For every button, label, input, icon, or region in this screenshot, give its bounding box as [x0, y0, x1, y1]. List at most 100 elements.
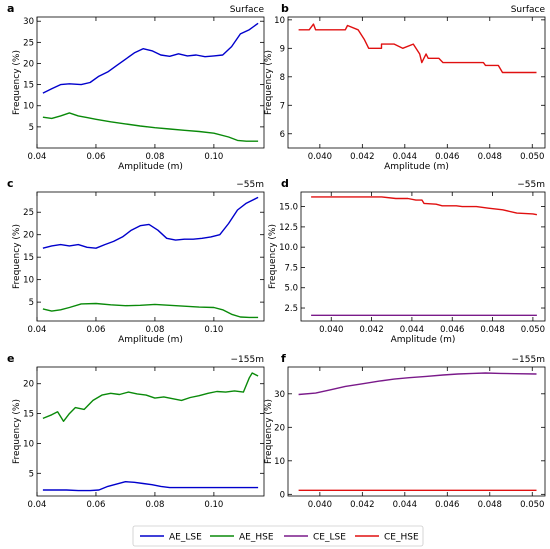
axes-frame-f	[287, 366, 546, 497]
y-tick-label: 5	[29, 298, 34, 308]
x-tick-label: 0.042	[350, 500, 374, 510]
x-tick-label: 0.044	[393, 152, 417, 162]
y-axis-label: Frequency (%)	[264, 50, 274, 115]
x-tick-label: 0.06	[86, 500, 105, 510]
y-tick-label: 6	[280, 130, 285, 140]
y-tick-label: 0	[280, 490, 285, 500]
y-tick-label: 25	[23, 208, 34, 218]
depth-label: −55m	[236, 180, 264, 190]
y-axis-label: Frequency (%)	[12, 399, 22, 464]
x-tick-label: 0.040	[308, 500, 332, 510]
x-tick-label: 0.040	[308, 152, 332, 162]
legend-label: AE_HSE	[239, 533, 274, 543]
y-tick-label: 15	[23, 410, 34, 420]
depth-label: Surface	[230, 5, 265, 15]
x-tick-label: 0.044	[400, 325, 424, 335]
x-tick-label: 0.042	[359, 325, 383, 335]
panel-letter: d	[281, 177, 289, 190]
legend-label: AE_LSE	[169, 533, 202, 543]
depth-label: −155m	[512, 355, 546, 365]
y-tick-label: 9	[280, 44, 285, 54]
x-tick-label: 0.046	[435, 152, 459, 162]
series-line-b-ce_hse	[298, 23, 537, 74]
x-axis-label: Amplitude (m)	[118, 335, 183, 345]
panel-a: 0.04 0.06 0.08 0.10 5 10 15 20 25 30 Amplitude (m)…	[7, 2, 264, 172]
legend-frame	[132, 525, 424, 547]
y-tick-label: 10	[23, 276, 34, 286]
y-tick-label: 5	[29, 123, 34, 133]
x-tick-label: 0.050	[520, 152, 544, 162]
y-tick-label: 15	[23, 253, 34, 263]
x-tick-label: 0.06	[86, 152, 105, 162]
x-tick-label: 0.06	[86, 325, 105, 335]
series-line-a-ae_hse	[42, 112, 259, 142]
y-tick-label: 2.5	[284, 304, 298, 314]
depth-label: Surface	[511, 5, 546, 15]
x-tick-label: 0.08	[145, 325, 164, 335]
y-tick-label: 25	[23, 38, 34, 48]
y-tick-label: 7.5	[284, 263, 298, 273]
x-tick-label: 0.10	[204, 152, 223, 162]
panel-letter: e	[7, 352, 14, 365]
x-tick-label: 0.042	[350, 152, 374, 162]
series-line-e-ae_lse	[42, 481, 259, 492]
panel-b: 0.040 0.042 0.044 0.046 0.048 0.050 6 7 8 9 10 Ampl…	[264, 2, 545, 172]
x-tick-label: 0.08	[145, 152, 164, 162]
y-tick-label: 5	[29, 469, 34, 479]
x-tick-label: 0.040	[319, 325, 343, 335]
panel-letter: a	[7, 2, 14, 15]
legend-label: CE_LSE	[313, 533, 346, 543]
x-tick-label: 0.10	[204, 325, 223, 335]
panels: 0.04 0.06 0.08 0.10 5 10 15 20 25 30 Amplitude (m)…	[7, 2, 545, 510]
axes-frame-b	[287, 16, 546, 149]
axes-frame-e	[36, 366, 265, 497]
x-tick-label: 0.04	[28, 325, 47, 335]
y-tick-label: 15.0	[279, 203, 298, 213]
legend-label: CE_HSE	[384, 533, 419, 543]
x-tick-label: 0.048	[478, 500, 502, 510]
x-tick-label: 0.08	[145, 500, 164, 510]
panel-letter: f	[281, 352, 286, 365]
x-tick-label: 0.046	[435, 500, 459, 510]
y-tick-label: 7	[280, 101, 285, 111]
y-tick-label: 30	[274, 390, 285, 400]
x-tick-label: 0.050	[521, 325, 545, 335]
y-axis-label: Frequency (%)	[264, 399, 274, 464]
y-tick-label: 15	[23, 81, 34, 91]
x-tick-label: 0.04	[28, 500, 47, 510]
y-tick-label: 30	[23, 17, 34, 27]
y-axis-label: Frequency (%)	[12, 50, 22, 115]
x-tick-label: 0.044	[393, 500, 417, 510]
y-tick-label: 10	[23, 439, 34, 449]
y-tick-label: 20	[23, 231, 34, 241]
y-tick-label: 8	[280, 73, 285, 83]
x-axis-label: Amplitude (m)	[384, 162, 449, 172]
y-tick-label: 5.0	[284, 284, 298, 294]
x-tick-label: 0.050	[520, 500, 544, 510]
x-tick-label: 0.046	[440, 325, 464, 335]
axes-frame-c	[36, 191, 265, 322]
series-line-a-ae_lse	[42, 22, 259, 94]
y-tick-label: 10	[23, 102, 34, 112]
x-tick-label: 0.048	[478, 152, 502, 162]
panel-letter: c	[7, 177, 14, 190]
y-tick-label: 10.0	[279, 243, 298, 253]
y-tick-label: 20	[274, 423, 285, 433]
y-tick-label: 20	[23, 380, 34, 390]
y-axis-label: Frequency (%)	[12, 224, 22, 289]
panel-c: 0.04 0.06 0.08 0.10 5 10 15 20 25 Amplitude (m) Fr…	[7, 177, 265, 345]
legend: AE_LSE AE_HSE CE_LSE CE_HSE	[132, 525, 424, 547]
x-axis-label: Amplitude (m)	[118, 162, 183, 172]
y-tick-label: 12.5	[279, 223, 298, 233]
y-tick-label: 10	[274, 457, 285, 467]
series-line-e-ae_hse	[42, 372, 259, 422]
x-tick-label: 0.10	[204, 500, 223, 510]
y-tick-label: 20	[23, 59, 34, 69]
series-line-c-ae_hse	[42, 302, 259, 319]
depth-label: −155m	[231, 355, 265, 365]
y-tick-label: 10	[274, 16, 285, 26]
y-axis-label: Frequency (%)	[268, 224, 278, 289]
axes-frame-a	[36, 16, 265, 149]
x-tick-label: 0.048	[480, 325, 504, 335]
